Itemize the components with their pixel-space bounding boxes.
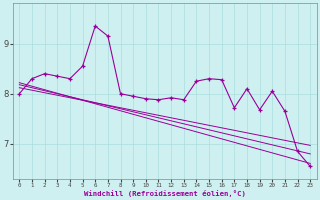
- X-axis label: Windchill (Refroidissement éolien,°C): Windchill (Refroidissement éolien,°C): [84, 190, 246, 197]
